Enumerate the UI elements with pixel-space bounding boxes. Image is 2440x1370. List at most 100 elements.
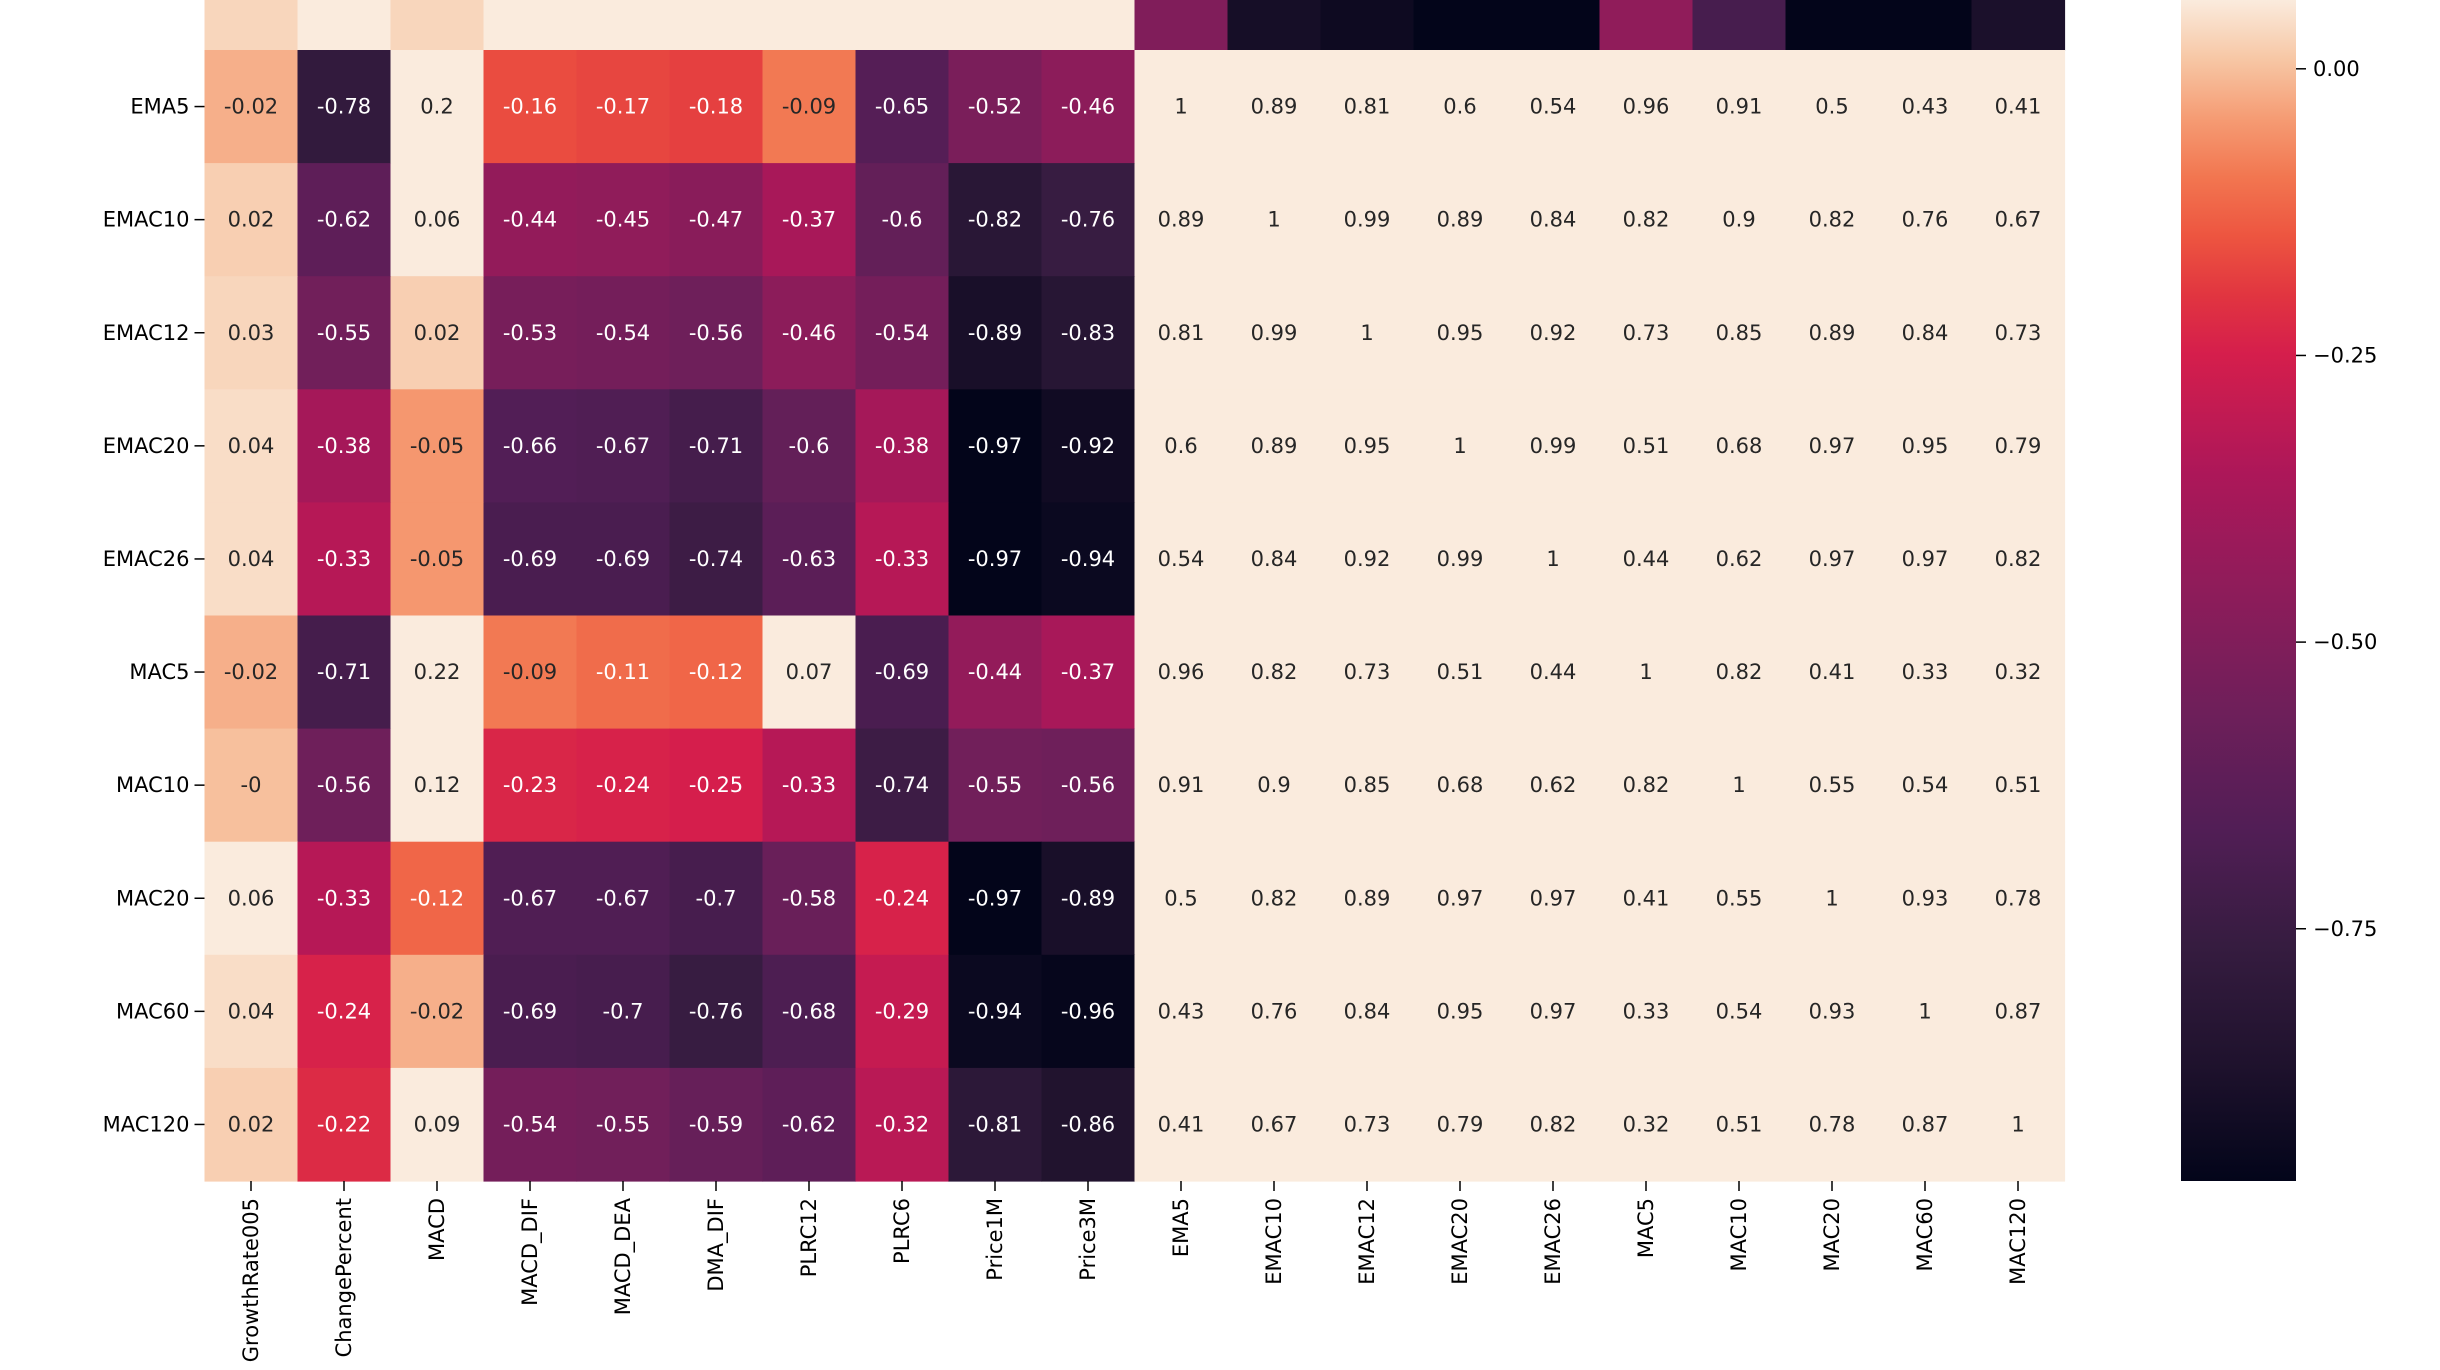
heatmap-cell bbox=[1785, 841, 1880, 956]
cell-value-label: -0.6 bbox=[882, 208, 923, 232]
cell-value-label: 0.92 bbox=[1530, 321, 1577, 345]
cell-value-label: -0.62 bbox=[782, 1112, 836, 1136]
heatmap-cell bbox=[576, 50, 671, 164]
cell-value-label: -0.24 bbox=[875, 886, 929, 910]
partial-cell bbox=[390, 0, 485, 51]
heatmap-cell bbox=[1134, 615, 1229, 730]
cell-value-label: 0.97 bbox=[1530, 886, 1577, 910]
cell-value-label: 0.07 bbox=[786, 660, 833, 684]
cell-value-label: 0.03 bbox=[228, 321, 275, 345]
cell-value-label: 0.97 bbox=[1809, 434, 1856, 458]
heatmap-cell bbox=[1227, 276, 1322, 390]
heatmap-cell bbox=[1041, 389, 1136, 503]
heatmap-cell bbox=[855, 50, 950, 164]
heatmap-cell bbox=[1413, 50, 1508, 164]
heatmap-cell bbox=[483, 954, 578, 1069]
cell-value-label: -0.54 bbox=[596, 321, 650, 345]
x-tick-label: MACD_DIF bbox=[518, 1198, 543, 1306]
heatmap-cell bbox=[1413, 954, 1508, 1069]
heatmap-cell bbox=[1506, 954, 1601, 1069]
cell-value-label: -0.05 bbox=[410, 434, 464, 458]
heatmap-cell bbox=[1599, 389, 1694, 503]
cell-value-label: 0.97 bbox=[1530, 999, 1577, 1023]
heatmap-cell bbox=[1506, 276, 1601, 390]
cell-value-label: -0.82 bbox=[968, 208, 1022, 232]
heatmap-cell bbox=[1692, 954, 1787, 1069]
heatmap-cell bbox=[1506, 163, 1601, 277]
heatmap-cell bbox=[204, 841, 299, 956]
heatmap-cell bbox=[1878, 1067, 1973, 1182]
heatmap-cell bbox=[297, 163, 392, 277]
partial-cell bbox=[1878, 0, 1973, 51]
cell-value-label: -0.38 bbox=[875, 434, 929, 458]
heatmap-cell bbox=[1227, 163, 1322, 277]
heatmap-cell bbox=[1692, 1067, 1787, 1182]
partial-cell bbox=[762, 0, 857, 51]
cell-value-label: -0.33 bbox=[875, 547, 929, 571]
cell-value-label: 0.87 bbox=[1902, 1112, 1949, 1136]
cell-value-label: -0.59 bbox=[689, 1112, 743, 1136]
heatmap-cell bbox=[1785, 276, 1880, 390]
heatmap-cell bbox=[204, 728, 299, 843]
cell-value-label: 0.51 bbox=[1623, 434, 1670, 458]
heatmap-cell bbox=[1785, 389, 1880, 503]
x-tick-label: MAC20 bbox=[1820, 1198, 1844, 1272]
heatmap-cell bbox=[1041, 615, 1136, 730]
cell-value-label: 0.62 bbox=[1530, 773, 1577, 797]
cell-value-label: 1 bbox=[2011, 1112, 2024, 1136]
heatmap-cell bbox=[1320, 502, 1415, 617]
heatmap-cell bbox=[1320, 841, 1415, 956]
colorbar-tick-label: −0.25 bbox=[2313, 343, 2377, 367]
partial-cell bbox=[1320, 0, 1415, 51]
cell-value-label: 0.73 bbox=[1995, 321, 2042, 345]
cell-value-label: 0.91 bbox=[1716, 95, 1763, 119]
cell-value-label: 0.85 bbox=[1716, 321, 1763, 345]
cell-value-label: -0.62 bbox=[317, 208, 371, 232]
heatmap-cell bbox=[1599, 1067, 1694, 1182]
heatmap-cell bbox=[669, 841, 764, 956]
heatmap-cell bbox=[1041, 1067, 1136, 1182]
heatmap-cell bbox=[762, 389, 857, 503]
heatmap-cell bbox=[483, 728, 578, 843]
cell-value-label: 0.82 bbox=[1623, 773, 1670, 797]
heatmap-cell bbox=[762, 954, 857, 1069]
cell-value-label: 0.54 bbox=[1158, 547, 1205, 571]
cell-value-label: 0.51 bbox=[1995, 773, 2042, 797]
heatmap-cell bbox=[204, 276, 299, 390]
cell-value-label: 0.79 bbox=[1995, 434, 2042, 458]
heatmap-cell bbox=[390, 841, 485, 956]
heatmap-cell bbox=[1413, 615, 1508, 730]
heatmap-cell bbox=[1599, 50, 1694, 164]
cell-value-label: -0.25 bbox=[689, 773, 743, 797]
cell-value-label: 0.85 bbox=[1344, 773, 1391, 797]
cell-value-label: -0.54 bbox=[875, 321, 929, 345]
cell-value-label: 0.82 bbox=[1995, 547, 2042, 571]
heatmap-cell bbox=[948, 954, 1043, 1069]
cell-value-label: 0.89 bbox=[1344, 886, 1391, 910]
heatmap-cell bbox=[1134, 389, 1229, 503]
cell-value-label: 0.41 bbox=[1995, 95, 2042, 119]
heatmap-cell bbox=[1692, 50, 1787, 164]
heatmap-cell bbox=[1320, 1067, 1415, 1182]
heatmap-cell bbox=[1413, 163, 1508, 277]
heatmap-cell bbox=[1506, 841, 1601, 956]
heatmap-cell bbox=[1785, 163, 1880, 277]
heatmap-cell bbox=[1227, 389, 1322, 503]
heatmap-cell bbox=[1599, 615, 1694, 730]
heatmap-cell bbox=[390, 615, 485, 730]
heatmap-cell bbox=[576, 276, 671, 390]
cell-value-label: -0.81 bbox=[968, 1112, 1022, 1136]
heatmap-cell bbox=[204, 389, 299, 503]
heatmap-cell bbox=[483, 1067, 578, 1182]
cell-value-label: -0.74 bbox=[875, 773, 929, 797]
cell-value-label: -0.23 bbox=[503, 773, 557, 797]
heatmap-cell bbox=[1785, 615, 1880, 730]
cell-value-label: 0.96 bbox=[1158, 660, 1205, 684]
cell-value-label: 0.96 bbox=[1623, 95, 1670, 119]
cell-value-label: -0.37 bbox=[1061, 660, 1115, 684]
heatmap-cell bbox=[1971, 1067, 2066, 1182]
heatmap-cell bbox=[1692, 502, 1787, 617]
heatmap-cell bbox=[1134, 1067, 1229, 1182]
heatmap-cell bbox=[855, 389, 950, 503]
cell-value-label: -0.52 bbox=[968, 95, 1022, 119]
